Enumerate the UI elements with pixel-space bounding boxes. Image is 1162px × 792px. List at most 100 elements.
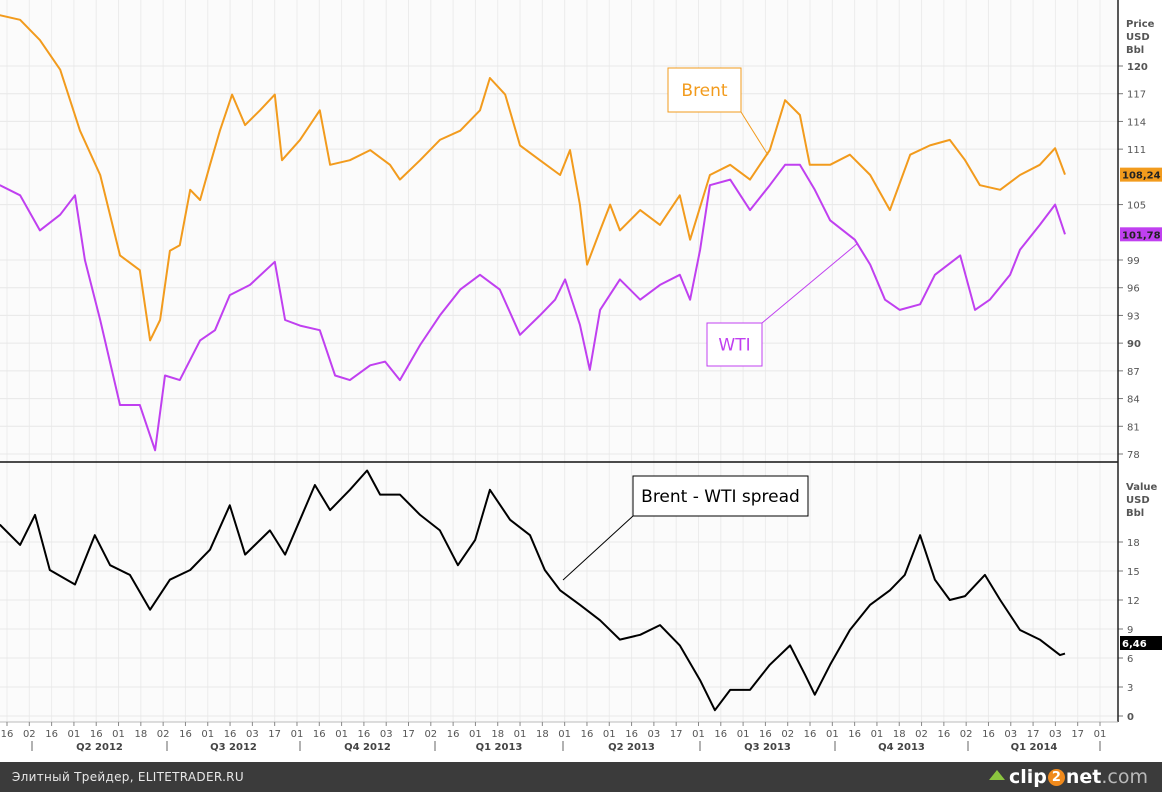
x-tick-label: 03 bbox=[1004, 729, 1017, 740]
oil-price-chart: 1201171141111059996939087848178PriceUSDB… bbox=[0, 0, 1162, 753]
quarter-label: Q3 2012 bbox=[210, 742, 257, 753]
quarter-label: Q3 2013 bbox=[744, 742, 791, 753]
y-axis-title: Value bbox=[1126, 482, 1157, 493]
quarter-label: Q1 2014 bbox=[1011, 742, 1058, 753]
quarter-label: Q2 2012 bbox=[76, 742, 123, 753]
x-tick-label: 16 bbox=[90, 729, 103, 740]
y-tick-label: 111 bbox=[1127, 145, 1146, 156]
brent-annotation-label: Brent bbox=[681, 81, 728, 101]
axis-background bbox=[1118, 0, 1162, 722]
quarter-label: Q4 2013 bbox=[878, 742, 925, 753]
x-tick-label: 16 bbox=[714, 729, 727, 740]
x-tick-label: 01 bbox=[603, 729, 616, 740]
x-tick-label: 01 bbox=[737, 729, 750, 740]
y-tick-label: 0 bbox=[1127, 712, 1134, 723]
y-tick-label: 117 bbox=[1127, 90, 1146, 101]
y-axis-title: Bbl bbox=[1126, 45, 1144, 56]
quarter-label: Q4 2012 bbox=[344, 742, 391, 753]
y-axis-title: USD bbox=[1126, 495, 1150, 506]
x-tick-label: 16 bbox=[759, 729, 772, 740]
brent-annotation-box bbox=[667, 67, 742, 113]
x-tick-label: 03 bbox=[380, 729, 393, 740]
y-tick-label: 3 bbox=[1127, 683, 1133, 694]
x-tick-label: 03 bbox=[648, 729, 661, 740]
x-tick-label: 18 bbox=[134, 729, 147, 740]
x-tick-label: 02 bbox=[157, 729, 170, 740]
x-tick-label: 16 bbox=[1, 729, 14, 740]
last-value-badge: 6,46 bbox=[1120, 635, 1162, 650]
x-tick-label: 16 bbox=[358, 729, 371, 740]
last-value-badge-bg bbox=[1120, 227, 1162, 242]
y-tick-label: 6 bbox=[1127, 654, 1133, 665]
x-tick-label: 17 bbox=[1027, 729, 1040, 740]
wti-annotation: WTI bbox=[706, 242, 859, 367]
y-tick-label: 105 bbox=[1127, 201, 1146, 212]
x-tick-label: 02 bbox=[960, 729, 973, 740]
x-tick-label: 01 bbox=[201, 729, 214, 740]
x-tick-label: 01 bbox=[469, 729, 482, 740]
wti-annotation-box bbox=[706, 322, 763, 367]
source-credit: Элитный Трейдер, ELITETRADER.RU bbox=[12, 770, 244, 784]
brent-annotation: Brent bbox=[667, 67, 769, 156]
x-tick-label: 17 bbox=[1071, 729, 1084, 740]
spread-annotation-leader bbox=[562, 515, 634, 581]
last-value-badge: 101,78 bbox=[1120, 227, 1162, 242]
y-tick-label: 87 bbox=[1127, 367, 1140, 378]
y-axis-title: Price bbox=[1126, 19, 1155, 30]
x-tick-label: 16 bbox=[581, 729, 594, 740]
last-value-label: 108,24 bbox=[1122, 171, 1161, 182]
last-value-label: 101,78 bbox=[1122, 230, 1161, 241]
x-tick-label: 01 bbox=[692, 729, 705, 740]
x-tick-label: 16 bbox=[45, 729, 58, 740]
x-tick-label: 16 bbox=[224, 729, 237, 740]
y-tick-label: 99 bbox=[1127, 256, 1140, 267]
y-tick-label: 90 bbox=[1127, 339, 1141, 350]
x-tick-label: 18 bbox=[893, 729, 906, 740]
last-value-label: 6,46 bbox=[1122, 639, 1147, 650]
y-tick-label: 93 bbox=[1127, 311, 1140, 322]
x-tick-label: 16 bbox=[313, 729, 326, 740]
x-tick-label: 01 bbox=[558, 729, 571, 740]
last-value-badge-bg bbox=[1120, 167, 1162, 182]
x-tick-label: 03 bbox=[1049, 729, 1062, 740]
quarter-label: Q2 2013 bbox=[608, 742, 655, 753]
x-tick-label: 02 bbox=[915, 729, 928, 740]
y-tick-label: 84 bbox=[1127, 395, 1140, 406]
quarter-label: Q1 2013 bbox=[476, 742, 523, 753]
x-tick-label: 16 bbox=[447, 729, 460, 740]
x-tick-label: 02 bbox=[781, 729, 794, 740]
series-line-brent bbox=[0, 14, 1066, 342]
y-tick-label: 18 bbox=[1127, 538, 1140, 549]
x-tick-label: 18 bbox=[536, 729, 549, 740]
spread-annotation-label: Brent - WTI spread bbox=[641, 487, 800, 507]
x-tick-label: 02 bbox=[424, 729, 437, 740]
plot-background bbox=[0, 0, 1118, 722]
x-tick-label: 02 bbox=[23, 729, 36, 740]
x-tick-label: 16 bbox=[625, 729, 638, 740]
x-tick-label: 17 bbox=[402, 729, 415, 740]
x-tick-label: 01 bbox=[1094, 729, 1107, 740]
x-tick-label: 17 bbox=[268, 729, 281, 740]
spread-annotation: Brent - WTI spread bbox=[562, 475, 809, 581]
spread-annotation-box bbox=[632, 475, 809, 517]
x-tick-label: 03 bbox=[246, 729, 259, 740]
footer-bar: Элитный Трейдер, ELITETRADER.RU clip 2 net… bbox=[0, 762, 1162, 792]
brent-annotation-leader bbox=[740, 111, 769, 156]
series-line-wti bbox=[0, 163, 1066, 452]
x-tick-label: 01 bbox=[112, 729, 125, 740]
last-value-badge-bg bbox=[1120, 635, 1162, 650]
x-tick-label: 16 bbox=[937, 729, 950, 740]
wti-annotation-label: WTI bbox=[718, 336, 750, 356]
x-tick-label: 16 bbox=[179, 729, 192, 740]
y-tick-label: 78 bbox=[1127, 450, 1140, 461]
y-tick-label: 12 bbox=[1127, 596, 1140, 607]
upload-arrow-icon bbox=[988, 770, 1005, 780]
x-tick-label: 01 bbox=[871, 729, 884, 740]
x-tick-label: 16 bbox=[982, 729, 995, 740]
y-axis-title: Bbl bbox=[1126, 508, 1144, 519]
x-tick-label: 01 bbox=[826, 729, 839, 740]
x-tick-label: 17 bbox=[670, 729, 683, 740]
wti-annotation-leader bbox=[761, 242, 859, 324]
clip2net-logo: clip 2 net .com bbox=[988, 766, 1148, 788]
x-tick-label: 16 bbox=[848, 729, 861, 740]
